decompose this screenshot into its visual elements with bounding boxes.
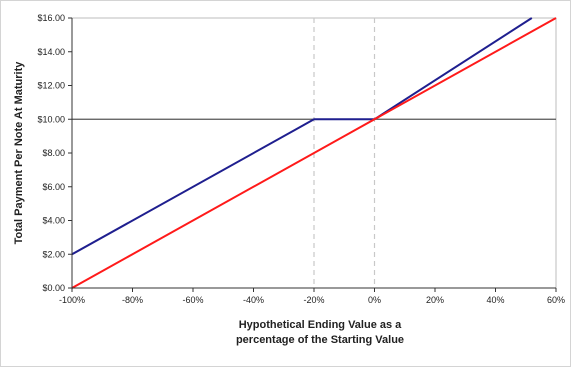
x-tick-label: -80% (122, 295, 143, 305)
y-axis-title: Total Payment Per Note At Maturity (13, 61, 25, 245)
y-tick-label: $8.00 (42, 148, 65, 158)
series-line-0 (71, 17, 533, 256)
x-tick-label: -60% (182, 295, 203, 305)
y-tick-label: $2.00 (42, 249, 65, 259)
y-tick-label: $10.00 (37, 114, 65, 124)
x-tick-label: 60% (547, 295, 565, 305)
y-tick-label: $14.00 (37, 47, 65, 57)
x-axis-title-line-2: percentage of the Starting Value (236, 334, 404, 346)
x-tick-label: 40% (486, 295, 504, 305)
y-tick-label: $12.00 (37, 81, 65, 91)
x-tick-label: 0% (368, 295, 381, 305)
x-axis-title-line-1: Hypothetical Ending Value as a (239, 319, 402, 331)
x-tick-label: -100% (59, 295, 85, 305)
x-tick-label: 20% (426, 295, 444, 305)
y-tick-label: $0.00 (42, 283, 65, 293)
x-tick-label: -20% (303, 295, 324, 305)
series-line-1 (71, 17, 557, 289)
y-tick-label: $6.00 (42, 182, 65, 192)
x-tick-label: -40% (243, 295, 264, 305)
y-tick-label: $4.00 (42, 216, 65, 226)
y-tick-label: $16.00 (37, 13, 65, 23)
